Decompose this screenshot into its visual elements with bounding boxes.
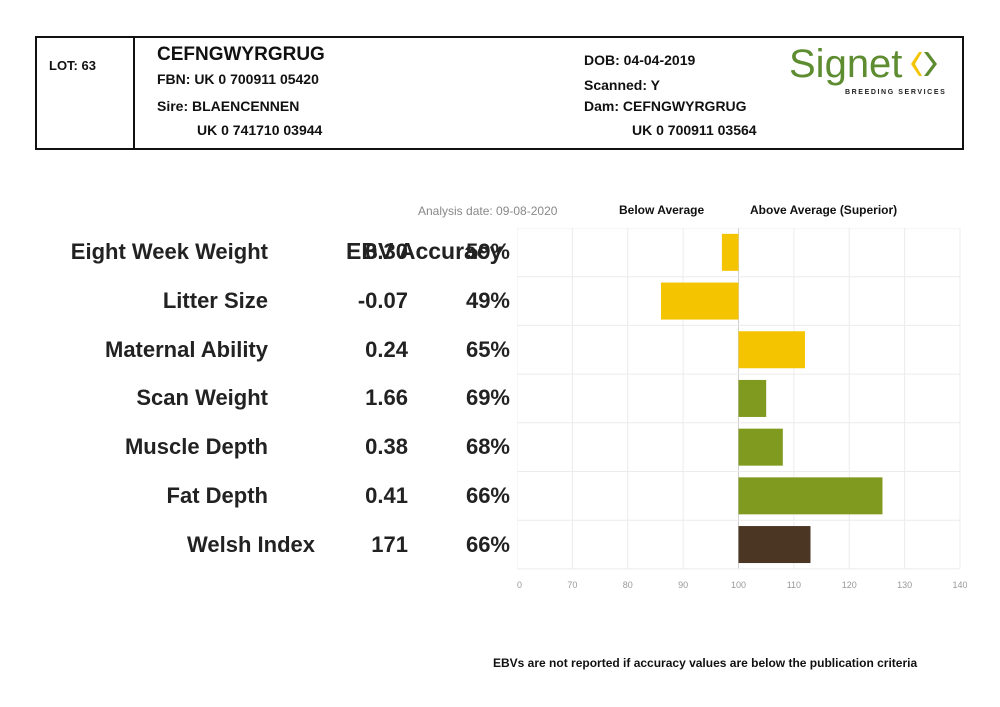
trait-label: Welsh Index (187, 531, 315, 557)
trait-label: Eight Week Weight (70, 239, 268, 265)
ebv-value: 1.66 (365, 385, 408, 411)
x-tick-label: 80 (623, 580, 633, 590)
x-tick-label: 70 (567, 580, 577, 590)
dam-name: Dam: CEFNGWYRGRUG (584, 98, 747, 114)
trait-label: Maternal Ability (105, 336, 268, 362)
header-divider (133, 38, 135, 148)
bar-eight-week-weight (721, 233, 739, 271)
footnote: EBVs are not reported if accuracy values… (493, 656, 918, 670)
ebv-value: 171 (371, 531, 408, 557)
signet-logo-text: Signet (789, 42, 903, 86)
date-of-birth: DOB: 04-04-2019 (584, 52, 696, 68)
animal-name: CEFNGWYRGRUG (157, 44, 325, 65)
ebv-value: 0.38 (365, 434, 408, 460)
bar-muscle-depth (738, 428, 783, 466)
above-average-label: Above Average (Superior) (750, 203, 898, 217)
fbn: FBN: UK 0 700911 05420 (157, 71, 319, 87)
accuracy-value: 49% (465, 288, 510, 314)
dam-id: UK 0 700911 03564 (632, 122, 757, 138)
ebv-value: 0.41 (365, 482, 408, 508)
bar-scan-weight (738, 379, 767, 417)
accuracy-value: 66% (465, 482, 510, 508)
sire-name: Sire: BLAENCENNEN (157, 98, 300, 114)
x-tick-label: 140 (952, 580, 967, 590)
lot-number: LOT: 63 (49, 58, 96, 73)
signet-logo: Signet BREEDING SERVICES (789, 42, 945, 96)
ebv-value: -0.07 (357, 288, 408, 314)
accuracy-value: 66% (465, 531, 510, 557)
ebv-accuracy-header: EBV Accuracy (346, 238, 503, 264)
below-average-label: Below Average (619, 203, 705, 217)
animal-header-box: LOT: 63 CEFNGWYRGRUG FBN: UK 0 700911 05… (35, 36, 964, 150)
trait-label: Litter Size (162, 288, 268, 314)
bar-litter-size (660, 282, 739, 320)
sire-id: UK 0 741710 03944 (197, 122, 323, 138)
x-tick-label: 130 (897, 580, 912, 590)
x-tick-label: 100 (731, 580, 746, 590)
bar-welsh-index (738, 526, 811, 564)
signet-logo-subtitle: BREEDING SERVICES (845, 89, 947, 96)
bar-maternal-ability (738, 331, 805, 369)
accuracy-value: 65% (465, 336, 510, 362)
x-tick-label: 120 (842, 580, 857, 590)
trait-label: Scan Weight (136, 385, 268, 411)
x-tick-label: 60 (517, 580, 522, 590)
trait-label: Fat Depth (166, 482, 268, 508)
accuracy-value: 59% (465, 239, 510, 265)
bar-fat-depth (738, 477, 883, 515)
scanned-status: Scanned: Y (584, 77, 660, 93)
ebv-bar-chart: 60 70 80 90 100 110 120 130 140 (517, 228, 967, 590)
x-tick-label: 90 (678, 580, 688, 590)
accuracy-value: 69% (465, 385, 510, 411)
ebv-value: 0.30 (365, 239, 408, 265)
ebv-value: 0.24 (365, 336, 408, 362)
accuracy-value: 68% (465, 434, 510, 460)
trait-label: Muscle Depth (124, 434, 268, 460)
analysis-date: Analysis date: 09-08-2020 (418, 204, 558, 218)
x-tick-label: 110 (787, 580, 801, 590)
signet-chevrons-icon (910, 52, 937, 76)
